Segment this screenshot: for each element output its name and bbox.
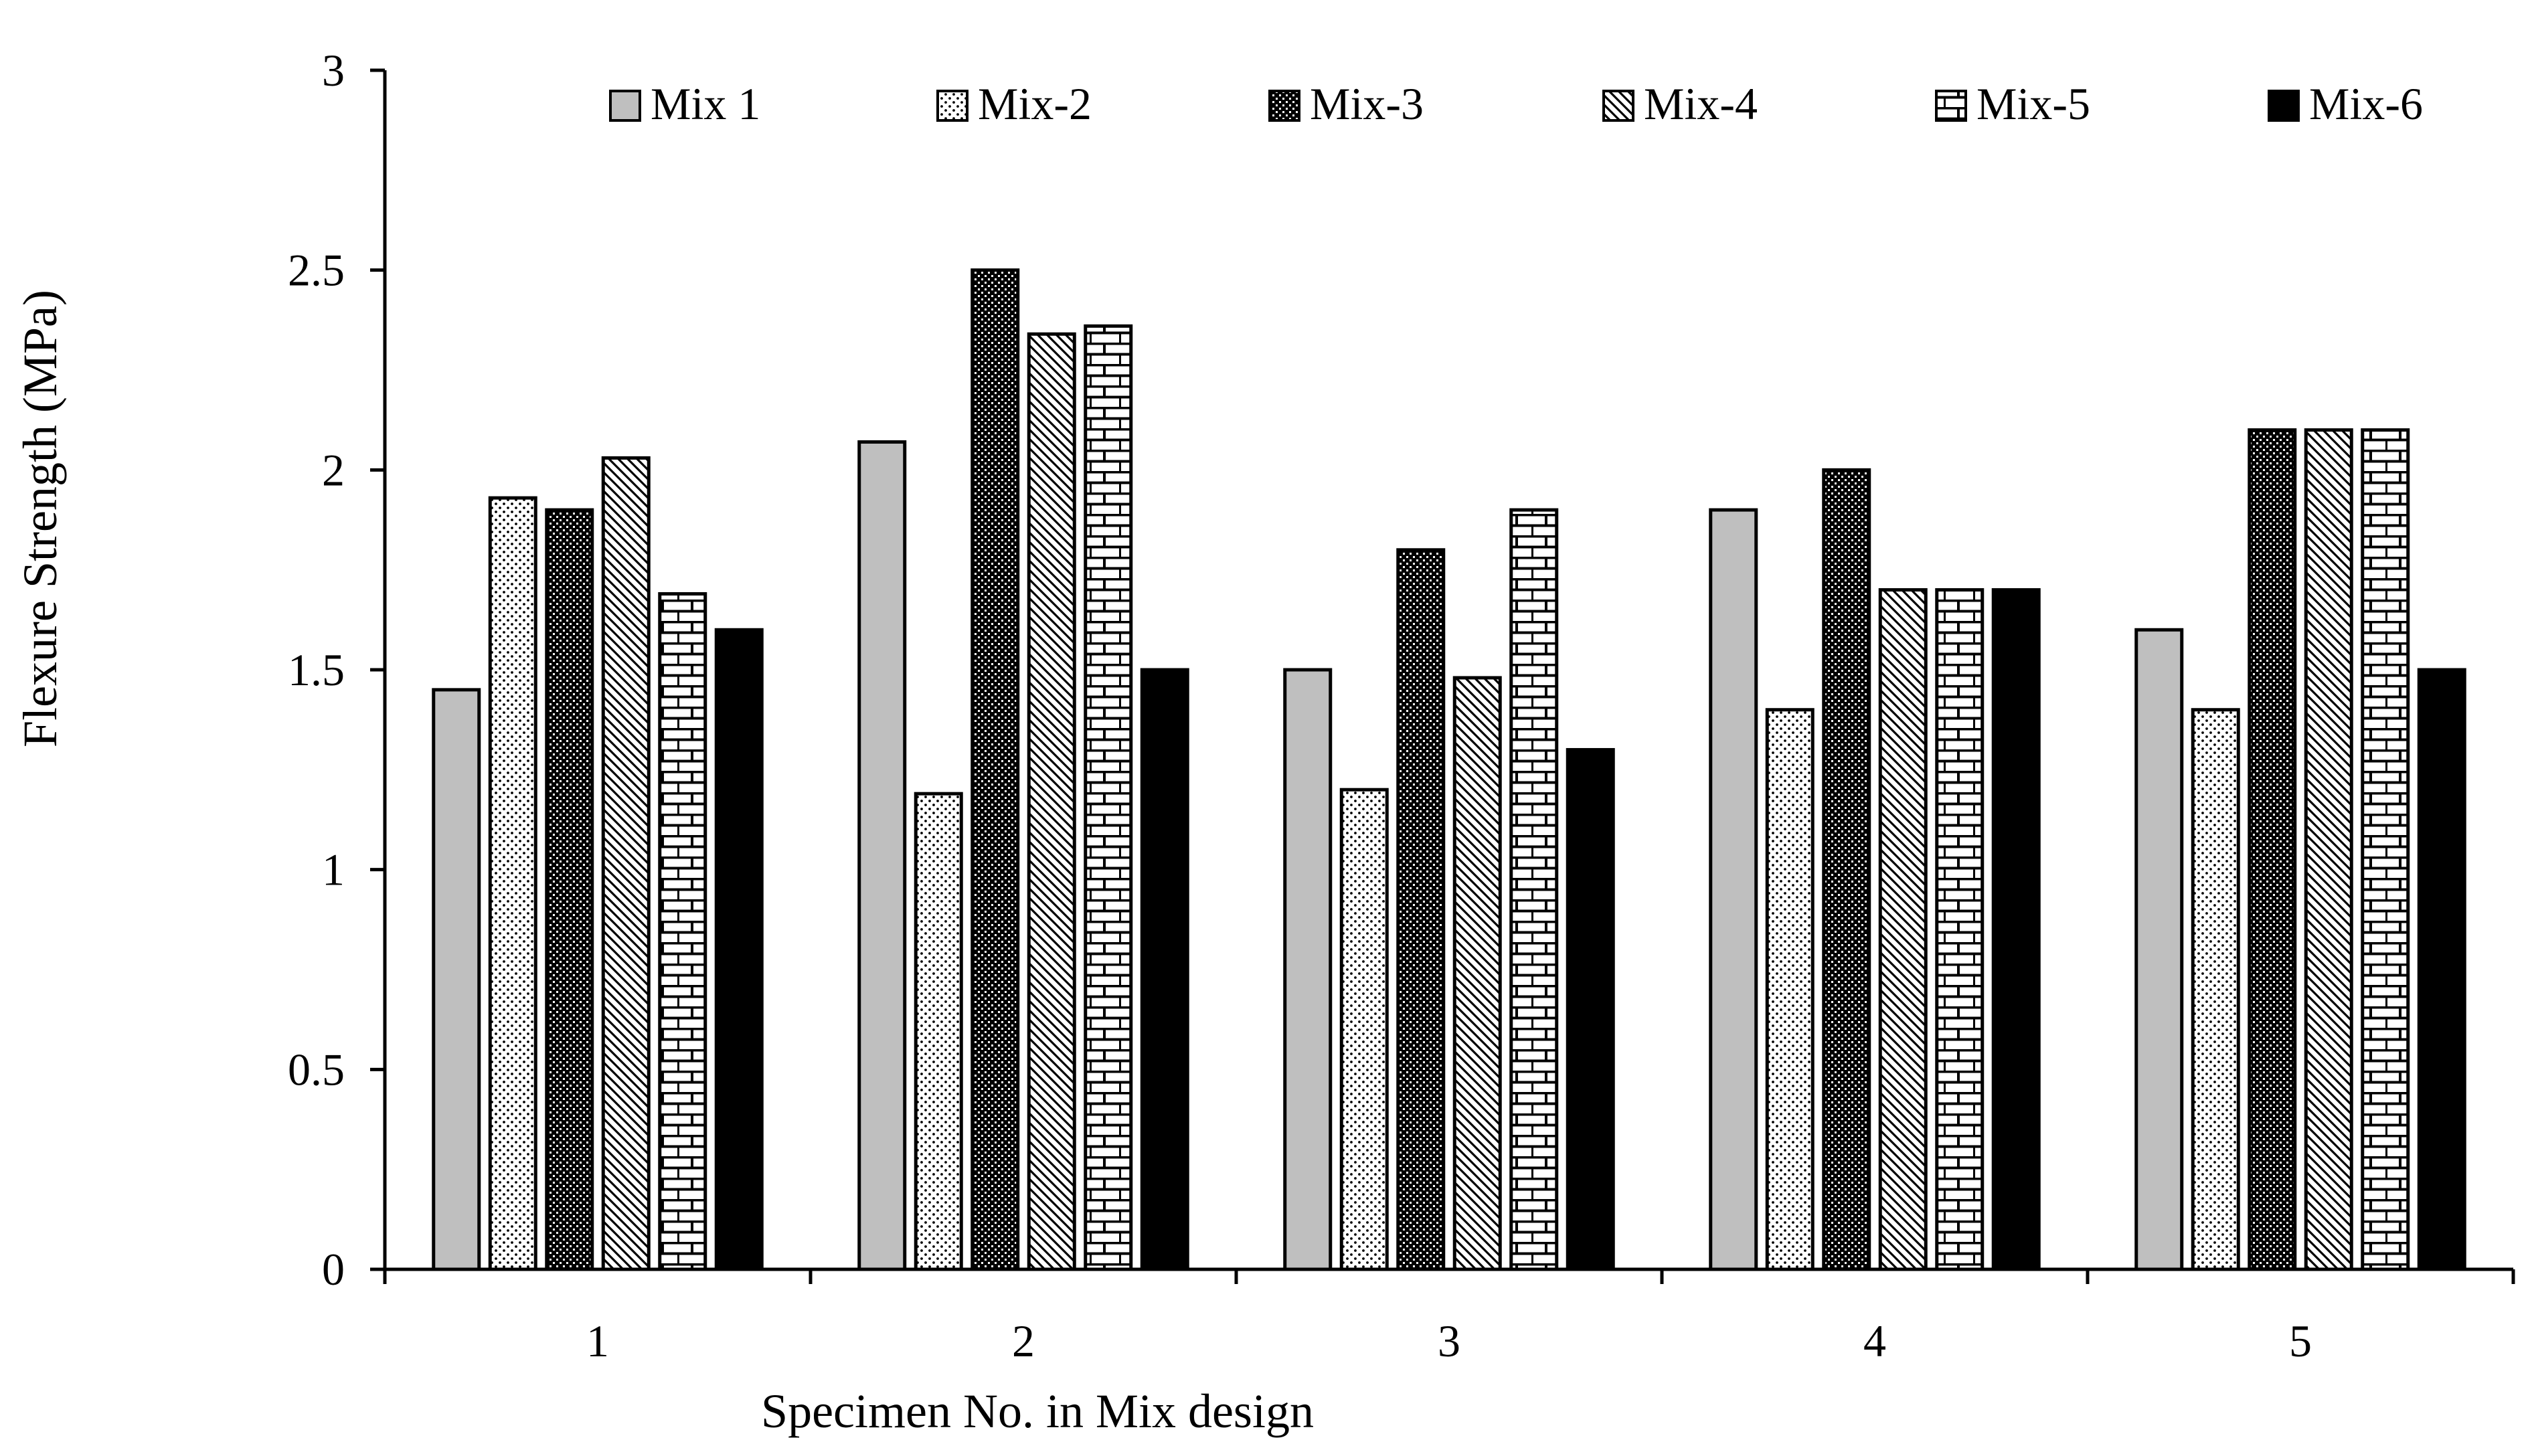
y-tick-label: 1 bbox=[322, 844, 345, 895]
x-tick-label: 1 bbox=[586, 1315, 609, 1366]
bar-mix-1-specimen-5 bbox=[2134, 628, 2184, 1271]
bar-mix-6-specimen-3 bbox=[1566, 747, 1615, 1271]
legend-label: Mix-6 bbox=[2309, 78, 2423, 129]
legend-label: Mix 1 bbox=[651, 78, 760, 129]
bar-mix-2-specimen-5 bbox=[2191, 708, 2240, 1271]
bar-mix-6-specimen-5 bbox=[2417, 668, 2466, 1271]
y-tick-label: 1.5 bbox=[288, 644, 345, 695]
y-tick-label: 0.5 bbox=[288, 1044, 345, 1095]
bar-mix-6-specimen-2 bbox=[1140, 668, 1189, 1271]
bar-mix-3-specimen-2 bbox=[971, 268, 1020, 1271]
bar-mix-2-specimen-2 bbox=[914, 792, 963, 1271]
legend-label: Mix-5 bbox=[1976, 78, 2090, 129]
bar-mix-5-specimen-1 bbox=[658, 592, 707, 1271]
y-tick-label: 3 bbox=[322, 45, 345, 96]
bar-mix-5-specimen-2 bbox=[1084, 324, 1133, 1271]
legend-swatch-mix-1 bbox=[609, 90, 641, 122]
bars-group bbox=[432, 268, 2466, 1271]
y-tick-label: 2.5 bbox=[288, 245, 345, 296]
y-tick-label: 0 bbox=[322, 1244, 345, 1295]
axes-group: 0 0.5 1 1.5 2 2.5 3 1 2 3 4 5 bbox=[288, 45, 2515, 1366]
y-axis-title: Flexure Strength (MPa) bbox=[13, 290, 67, 747]
bar-mix-6-specimen-4 bbox=[1991, 588, 2041, 1271]
bar-mix-4-specimen-1 bbox=[601, 456, 651, 1271]
bar-mix-4-specimen-4 bbox=[1878, 588, 1928, 1271]
bar-mix-3-specimen-3 bbox=[1396, 548, 1446, 1271]
bar-mix-5-specimen-3 bbox=[1509, 508, 1559, 1271]
bar-mix-4-specimen-5 bbox=[2304, 428, 2353, 1271]
legend-label: Mix-4 bbox=[1644, 78, 1758, 129]
bar-mix-2-specimen-3 bbox=[1339, 788, 1389, 1271]
legend-swatch-mix-2 bbox=[936, 90, 968, 122]
bar-mix-2-specimen-4 bbox=[1765, 708, 1815, 1271]
bar-mix-3-specimen-4 bbox=[1822, 468, 1871, 1271]
x-axis-title: Specimen No. in Mix design bbox=[761, 1384, 1314, 1438]
bar-mix-1-specimen-2 bbox=[857, 440, 907, 1271]
legend-swatch-mix-3 bbox=[1268, 90, 1300, 122]
bar-mix-2-specimen-1 bbox=[488, 496, 537, 1271]
x-tick-label: 3 bbox=[1438, 1315, 1460, 1366]
x-tick-label: 5 bbox=[2289, 1315, 2312, 1366]
bar-mix-1-specimen-1 bbox=[432, 688, 481, 1271]
legend-swatch-mix-5 bbox=[1935, 90, 1967, 122]
bar-mix-4-specimen-2 bbox=[1027, 332, 1076, 1271]
bar-mix-3-specimen-1 bbox=[545, 508, 594, 1271]
legend-label: Mix-3 bbox=[1310, 78, 1424, 129]
bar-mix-1-specimen-4 bbox=[1709, 508, 1758, 1271]
x-tick-label: 4 bbox=[1863, 1315, 1886, 1366]
bar-mix-6-specimen-1 bbox=[714, 628, 764, 1271]
bar-mix-5-specimen-4 bbox=[1935, 588, 1985, 1271]
bar-mix-5-specimen-5 bbox=[2361, 428, 2410, 1271]
bar-mix-3-specimen-5 bbox=[2248, 428, 2297, 1271]
legend-label: Mix-2 bbox=[978, 78, 1092, 129]
legend-swatch-mix-6 bbox=[2268, 90, 2300, 122]
bar-mix-1-specimen-3 bbox=[1283, 668, 1333, 1271]
legend-swatch-mix-4 bbox=[1602, 90, 1634, 122]
bar-mix-4-specimen-3 bbox=[1452, 676, 1502, 1271]
x-tick-label: 2 bbox=[1012, 1315, 1035, 1366]
legend: Mix 1 Mix-2 Mix-3 Mix-4 Mix-5 Mix-6 bbox=[609, 78, 2423, 129]
y-tick-label: 2 bbox=[322, 444, 345, 495]
